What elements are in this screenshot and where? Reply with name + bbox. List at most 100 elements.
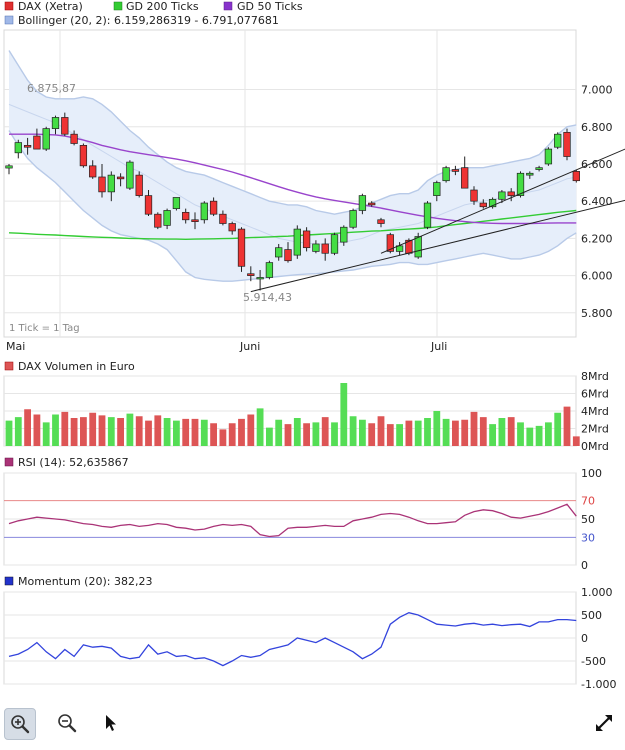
zoom-in-icon [11, 715, 30, 734]
candle [265, 260, 274, 280]
fullscreen-icon [596, 715, 612, 731]
volume-bar [52, 414, 59, 446]
candle [14, 139, 22, 159]
rsi-panel: RSI (14): 52,635867 100 70 50 30 0 [3, 456, 602, 572]
candle-body [51, 117, 60, 129]
volume-bar [284, 424, 292, 446]
candle [275, 243, 283, 261]
bollinger-upper-line [8, 50, 577, 215]
candle [349, 208, 357, 230]
rsi-tick-label: 50 [581, 513, 595, 526]
candle-body [144, 195, 153, 215]
pointer-button[interactable] [96, 708, 126, 738]
candle [554, 132, 562, 150]
volume-bar [266, 427, 273, 446]
candle [79, 143, 88, 168]
candle-body [163, 210, 171, 226]
tick-note: 1 Tick = 1 Tag [9, 323, 80, 334]
volume-bar [479, 417, 487, 446]
price-tick-label: 6.600 [581, 158, 613, 171]
gd50-line [9, 133, 577, 225]
volume-bar [442, 418, 450, 446]
volume-bar [489, 424, 496, 446]
price-tick-label: 5.800 [581, 307, 613, 320]
fullscreen-button[interactable] [589, 708, 619, 738]
candle [516, 171, 525, 198]
volume-bar [331, 422, 338, 446]
volume-bar [545, 422, 552, 446]
candle-body [89, 165, 97, 178]
candle [51, 115, 60, 135]
candle [321, 238, 329, 261]
candle [61, 112, 69, 137]
candle-body [340, 226, 348, 243]
candle [135, 171, 143, 198]
momentum-title: Momentum (20): 382,23 [18, 575, 152, 588]
candle-body [488, 198, 497, 208]
candle [163, 208, 171, 230]
candle [219, 210, 227, 226]
volume-bars [5, 383, 580, 446]
gd200-line [8, 209, 577, 241]
candle [535, 165, 543, 172]
rsi-axis: 100 70 50 30 0 [581, 467, 602, 572]
candle-body [191, 219, 199, 222]
volume-bar [42, 422, 50, 446]
price-tick-label: 7.000 [581, 84, 613, 97]
candle [470, 186, 478, 205]
volume-bar [14, 417, 22, 446]
candle-body [61, 117, 69, 135]
candle-body [516, 172, 525, 196]
candle [498, 190, 506, 204]
candle-body [275, 247, 283, 258]
candle-body [302, 230, 311, 249]
candle [5, 163, 13, 175]
candle-body [554, 133, 562, 148]
candle [572, 169, 580, 183]
volume-bar [70, 418, 78, 446]
chart-toolbar [0, 700, 625, 750]
volume-bar [80, 417, 87, 446]
candle-body [498, 191, 506, 200]
pointer-icon [106, 715, 116, 731]
candle [358, 193, 367, 215]
candle [461, 156, 469, 189]
zoom-in-button[interactable] [4, 708, 36, 740]
volume-bar [414, 420, 422, 446]
trendlines [250, 148, 625, 293]
volume-bar [321, 417, 329, 446]
legend-label-gd50: GD 50 Ticks [237, 0, 303, 13]
volume-bar [89, 412, 97, 446]
candle-body [5, 165, 13, 169]
momentum-tick-label: 500 [581, 609, 602, 622]
price-axis: 7.000 6.800 6.600 6.400 6.200 6.000 5.800 [581, 84, 613, 320]
legend-swatch-dax [4, 1, 14, 11]
price-tick-label: 6.800 [581, 121, 613, 134]
volume-tick-label: 0Mrd [581, 440, 609, 453]
candle [377, 217, 385, 228]
volume-bar [107, 417, 115, 446]
candle-body [14, 142, 22, 154]
candles [5, 112, 580, 291]
volume-bar [163, 418, 171, 446]
candle [126, 160, 134, 191]
zoom-out-button[interactable] [52, 708, 82, 738]
candle-body [126, 161, 134, 189]
bollinger-mid-line [8, 103, 577, 245]
zoom-out-icon [58, 714, 77, 733]
candle [228, 221, 236, 235]
price-tick-label: 6.000 [581, 270, 613, 283]
candle-body [312, 243, 320, 252]
volume-bar [359, 419, 366, 446]
candle [200, 201, 208, 224]
candle-body [116, 176, 125, 180]
momentum-axis: 1.000 500 0 -500 -1.000 [581, 586, 616, 691]
candle-body [414, 236, 422, 258]
volume-bar [433, 411, 441, 446]
x-label-mai: Mai [6, 340, 25, 353]
candle [70, 130, 78, 146]
candle [172, 197, 181, 211]
volume-bar [191, 418, 199, 446]
trendline [380, 148, 625, 254]
candle [154, 212, 162, 230]
